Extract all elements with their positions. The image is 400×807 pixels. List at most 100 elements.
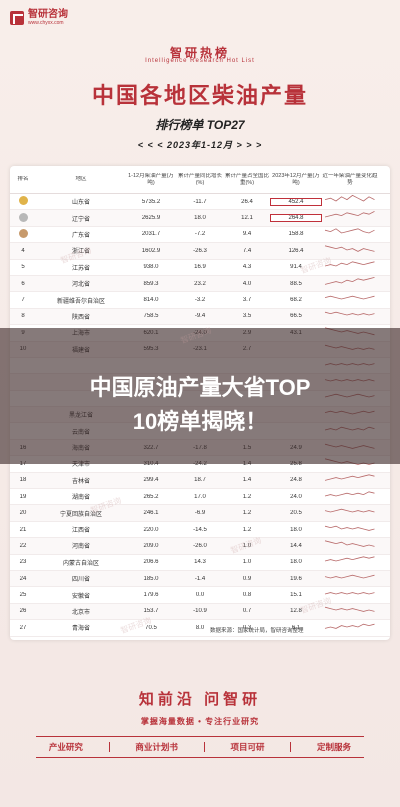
growth-cell: -10.9 bbox=[193, 608, 207, 615]
share-cell: 7.4 bbox=[242, 247, 252, 254]
trend-cell bbox=[322, 308, 378, 324]
region-cell: 陕西省 bbox=[71, 314, 90, 321]
share-cell: 4.0 bbox=[242, 280, 252, 287]
region-cell: 安徽省 bbox=[71, 593, 90, 600]
date-line: < < < 2023年1-12月 > > > bbox=[137, 140, 263, 150]
trend-cell bbox=[322, 620, 378, 636]
trend-sparkline bbox=[324, 474, 375, 482]
rank-cell: 22 bbox=[19, 542, 27, 549]
growth-cell: 23.2 bbox=[194, 280, 206, 287]
rank-line: 排行榜单 TOP27 bbox=[155, 118, 245, 132]
brand-slogan: 知前沿 问智研 bbox=[138, 691, 262, 708]
trend-cell bbox=[322, 292, 378, 308]
trend-cell bbox=[322, 243, 378, 259]
trend-line bbox=[324, 245, 375, 252]
trend-cell bbox=[322, 505, 378, 521]
rank-cell: 24 bbox=[19, 575, 27, 582]
growth-cell: -1.4 bbox=[194, 575, 206, 582]
output-cell: 2031.7 bbox=[141, 231, 161, 238]
hero-subtitle: Intelligence Research Hot List bbox=[145, 58, 255, 64]
service-feasibility[interactable]: 项目可研 bbox=[230, 742, 265, 752]
col-growth-header: 累计产量同比增长(%) bbox=[177, 172, 222, 186]
main-title: 中国各地区柴油产量 bbox=[91, 83, 308, 108]
table-row: 4 浙江省 1602.9 -26.3 7.4 126.4 bbox=[10, 243, 390, 260]
trend-sparkline bbox=[324, 508, 375, 513]
rank-cell: 25 bbox=[19, 592, 27, 599]
service-bar: 产业研究 商业计划书 项目可研 定制服务 bbox=[36, 736, 364, 758]
output-cell: 179.6 bbox=[143, 592, 159, 599]
trend-cell bbox=[322, 226, 378, 242]
trend-cell bbox=[322, 259, 378, 275]
dec-output-cell: 264.8 bbox=[270, 214, 322, 223]
share-cell: 1.2 bbox=[242, 526, 252, 533]
trend-sparkline bbox=[324, 623, 375, 629]
share-cell: 1.0 bbox=[242, 559, 252, 566]
rank-cell: 5 bbox=[21, 264, 25, 271]
rank-medal bbox=[10, 228, 36, 240]
table-row: 7 新疆维吾尔自治区 814.0 -3.2 3.7 68.2 bbox=[10, 292, 390, 309]
table-row: 22 河南省 209.0 -26.0 1.0 14.4 bbox=[10, 538, 390, 555]
growth-cell: 14.3 bbox=[194, 559, 206, 566]
table-row: 20 宁夏回族自治区 246.1 -6.9 1.2 20.5 bbox=[10, 505, 390, 522]
output-cell: 153.7 bbox=[143, 608, 159, 615]
region-cell: 四川省 bbox=[71, 577, 90, 584]
trend-sparkline bbox=[324, 245, 375, 252]
table-row: 6 河北省 859.3 23.2 4.0 88.5 bbox=[10, 275, 390, 293]
dec-output-cell: 126.4 bbox=[288, 247, 304, 254]
region-cell: 河南省 bbox=[71, 544, 90, 551]
trend-cell bbox=[322, 276, 378, 292]
trend-cell bbox=[322, 489, 378, 505]
rank-cell: 19 bbox=[19, 493, 27, 500]
trend-line bbox=[324, 295, 375, 300]
trend-cell bbox=[322, 538, 378, 554]
rank-cell: 8 bbox=[21, 313, 25, 320]
share-cell: 0.7 bbox=[242, 608, 252, 615]
share-cell: 9.4 bbox=[242, 231, 252, 238]
trend-line bbox=[324, 607, 375, 613]
output-cell: 299.4 bbox=[143, 477, 159, 484]
service-industry-research[interactable]: 产业研究 bbox=[48, 742, 83, 752]
sub-slogan: 掌握海量数据 • 专注行业研究 bbox=[140, 717, 260, 726]
trend-line bbox=[324, 491, 375, 497]
region-cell: 宁夏回族自治区 bbox=[59, 511, 102, 518]
output-cell: 70.5 bbox=[145, 624, 157, 631]
table-row: 27 青海省 70.5 8.0 0.3 6.1 bbox=[10, 620, 390, 637]
rank-cell: 26 bbox=[19, 608, 27, 615]
trend-line bbox=[324, 508, 375, 513]
trend-cell bbox=[322, 472, 378, 488]
growth-cell: 18.0 bbox=[194, 215, 206, 222]
rank-cell: 18 bbox=[19, 477, 27, 484]
trend-line bbox=[324, 592, 375, 595]
trend-cell bbox=[322, 571, 378, 587]
logo-url: www.chyxx.com bbox=[28, 20, 64, 26]
region-cell: 新疆维吾尔自治区 bbox=[56, 298, 105, 305]
table-row: 23 内蒙古自治区 206.6 14.3 1.0 18.0 bbox=[10, 555, 390, 571]
region-cell: 江苏省 bbox=[71, 265, 90, 272]
share-cell: 1.2 bbox=[242, 510, 252, 517]
dec-output-cell: 452.4 bbox=[270, 197, 322, 206]
trend-sparkline bbox=[324, 261, 375, 267]
share-cell: 3.5 bbox=[242, 313, 252, 320]
rank-cell: 21 bbox=[19, 526, 27, 533]
rank-cell: 23 bbox=[19, 559, 27, 566]
trend-cell bbox=[322, 522, 378, 538]
region-cell: 江西省 bbox=[71, 528, 90, 534]
growth-cell: 17.0 bbox=[194, 493, 206, 500]
service-business-plan[interactable]: 商业计划书 bbox=[135, 742, 178, 752]
output-cell: 246.1 bbox=[143, 510, 159, 517]
banner-overlay bbox=[0, 328, 400, 464]
table-row: 18 吉林省 299.4 18.7 1.4 24.8 bbox=[10, 472, 390, 490]
table-row: 21 江西省 220.0 -14.5 1.2 18.0 bbox=[10, 522, 390, 539]
output-cell: 265.2 bbox=[143, 493, 159, 500]
output-cell: 220.0 bbox=[143, 526, 159, 533]
growth-cell: 8.0 bbox=[195, 624, 205, 631]
trend-sparkline bbox=[324, 574, 375, 579]
trend-line bbox=[324, 228, 375, 234]
growth-cell: -3.2 bbox=[194, 297, 206, 304]
divider bbox=[108, 742, 110, 752]
growth-cell: 16.9 bbox=[194, 264, 206, 271]
service-custom[interactable]: 定制服务 bbox=[317, 742, 352, 752]
dec-output-cell: 91.4 bbox=[290, 264, 302, 271]
trend-cell bbox=[322, 210, 378, 226]
trend-sparkline bbox=[324, 194, 375, 202]
